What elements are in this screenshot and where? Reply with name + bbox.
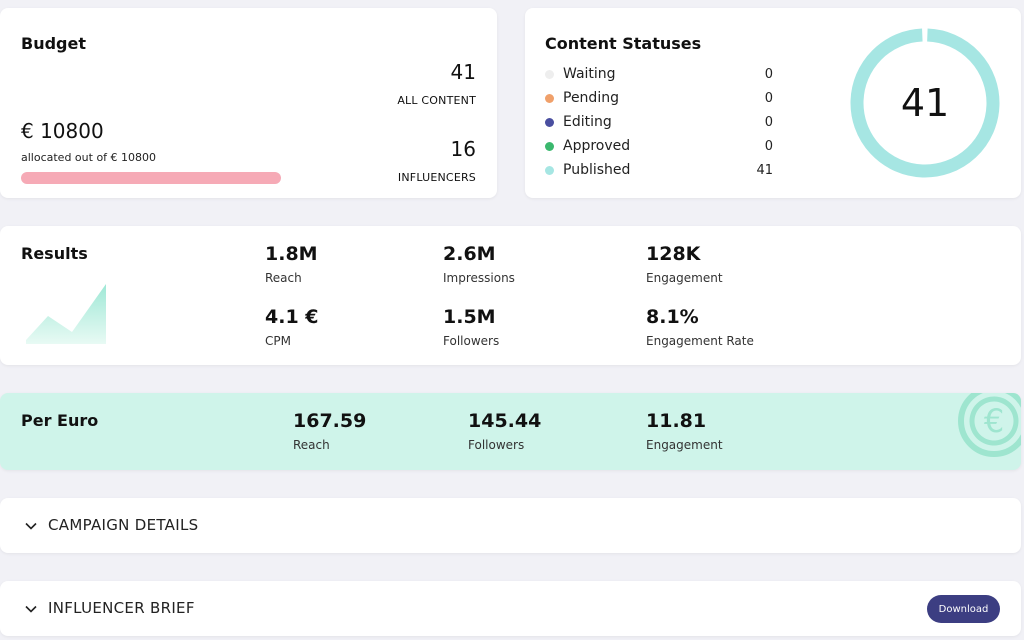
status-count: 0	[764, 90, 773, 106]
status-label: Approved	[563, 138, 631, 154]
download-button[interactable]: Download	[927, 595, 1000, 623]
euro-icon: €	[958, 393, 1021, 457]
metric-value: 167.59	[293, 410, 367, 432]
metric-engagement-rate: 8.1% Engagement Rate	[646, 306, 754, 348]
results-title: Results	[21, 244, 88, 263]
status-count: 0	[764, 66, 773, 82]
metric-engagement: 128K Engagement	[646, 243, 723, 285]
chevron-down-icon[interactable]	[24, 602, 38, 616]
metric-value: 128K	[646, 243, 701, 265]
budget-title: Budget	[21, 34, 86, 53]
all-content-stat: 41 ALL CONTENT	[397, 60, 476, 107]
metric-label: Engagement	[646, 271, 723, 285]
content-statuses-title: Content Statuses	[545, 34, 702, 53]
metric-value: 4.1 €	[265, 306, 319, 328]
metric-label: Followers	[443, 334, 500, 348]
influencers-stat: 16 INFLUENCERS	[398, 137, 476, 184]
metric-reach: 1.8M Reach	[265, 243, 318, 285]
results-card: Results 1.8M Reach 2.6M Impressions 128K…	[0, 226, 1021, 365]
donut-ring	[850, 28, 1000, 178]
status-dot	[545, 69, 554, 79]
chevron-down-icon[interactable]	[24, 519, 38, 533]
budget-allocated-text: allocated out of € 10800	[21, 151, 157, 164]
metric-value: 8.1%	[646, 306, 699, 328]
metric-value: 11.81	[646, 410, 707, 432]
donut-total: 41	[900, 81, 950, 125]
all-content-label: ALL CONTENT	[397, 94, 476, 107]
status-row-editing: Editing 0	[545, 110, 773, 134]
status-count: 0	[764, 114, 773, 130]
status-dot	[545, 141, 554, 151]
status-row-published: Published 41	[545, 158, 773, 182]
status-count: 41	[756, 162, 773, 178]
per-euro-engagement: 11.81 Engagement	[646, 410, 723, 452]
status-donut-chart	[850, 28, 1000, 178]
influencers-value: 16	[450, 137, 476, 161]
metric-value: 1.5M	[443, 306, 496, 328]
per-euro-title: Per Euro	[21, 411, 99, 430]
svg-text:€: €	[984, 402, 1004, 440]
campaign-details-label[interactable]: CAMPAIGN DETAILS	[48, 516, 199, 534]
metric-label: Reach	[293, 438, 330, 452]
status-label: Published	[563, 162, 631, 178]
influencer-brief-label[interactable]: INFLUENCER BRIEF	[48, 599, 195, 617]
status-row-pending: Pending 0	[545, 86, 773, 110]
budget-card: Budget € 10800 allocated out of € 10800 …	[0, 8, 497, 198]
status-row-approved: Approved 0	[545, 134, 773, 158]
status-dot	[545, 165, 554, 175]
all-content-value: 41	[450, 60, 476, 84]
metric-label: Engagement Rate	[646, 334, 754, 348]
budget-amount: € 10800	[21, 119, 104, 143]
status-dot	[545, 117, 554, 127]
influencers-label: INFLUENCERS	[397, 171, 476, 184]
per-euro-reach: 167.59 Reach	[293, 410, 366, 452]
budget-progress-fill	[21, 172, 281, 184]
status-list: Waiting 0 Pending 0 Editing 0 Approved 0…	[545, 62, 773, 182]
status-count: 0	[764, 138, 773, 154]
status-label: Waiting	[563, 66, 616, 82]
budget-progress-bar	[21, 172, 281, 184]
metric-value: 145.44	[468, 410, 542, 432]
metric-cpm: 4.1 € CPM	[265, 306, 319, 348]
metric-label: Followers	[468, 438, 525, 452]
per-euro-followers: 145.44 Followers	[468, 410, 541, 452]
metric-label: Reach	[265, 271, 302, 285]
influencer-brief-section[interactable]: INFLUENCER BRIEF Download	[0, 581, 1021, 636]
area-chart-icon	[26, 284, 106, 344]
campaign-details-section[interactable]: CAMPAIGN DETAILS	[0, 498, 1021, 553]
status-label: Editing	[563, 114, 612, 130]
status-dot	[545, 93, 554, 103]
metric-label: Impressions	[443, 271, 515, 285]
metric-label: CPM	[265, 334, 291, 348]
metric-label: Engagement	[646, 438, 723, 452]
content-statuses-card: Content Statuses Waiting 0 Pending 0 Edi…	[525, 8, 1021, 198]
metric-followers: 1.5M Followers	[443, 306, 499, 348]
status-label: Pending	[563, 90, 619, 106]
metric-value: 1.8M	[265, 243, 318, 265]
metric-value: 2.6M	[443, 243, 496, 265]
metric-impressions: 2.6M Impressions	[443, 243, 515, 285]
status-row-waiting: Waiting 0	[545, 62, 773, 86]
per-euro-card: Per Euro 167.59 Reach 145.44 Followers 1…	[0, 393, 1021, 470]
